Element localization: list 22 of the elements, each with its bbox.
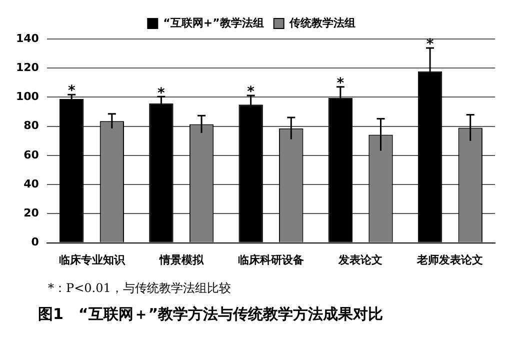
y-tick-label: 60	[24, 148, 40, 162]
x-tick-label: 老师发表论文	[416, 253, 484, 266]
x-tick-label: 发表论文	[338, 253, 383, 266]
legend-label: “互联网+”教学法组	[163, 16, 264, 30]
annotation: *	[247, 84, 256, 100]
x-tick-label: 情景模拟	[158, 253, 204, 266]
text: 图1 “互联网＋”教学方法与传统教学方法成果对比	[37, 305, 384, 324]
y-tick-label: 80	[24, 119, 40, 132]
annotation: *	[68, 83, 76, 100]
y-tick-label: 40	[24, 177, 40, 190]
y-tick-label: 100	[16, 90, 40, 104]
y-tick-label: 120	[16, 60, 40, 74]
annotation: *	[158, 85, 166, 102]
annotation: *	[336, 76, 345, 92]
y-tick-label: 0	[31, 236, 40, 249]
legend-label: 传统教学法组	[288, 16, 356, 30]
x-tick-label: 临床专业知识	[58, 253, 126, 266]
x-tick-label: 临床科研设备	[238, 253, 304, 266]
y-tick-label: 20	[24, 206, 40, 220]
text: *：P<0.01，与传统教学法组比较	[47, 280, 232, 297]
y-tick-label: 140	[16, 32, 40, 45]
annotation: *	[426, 36, 434, 53]
